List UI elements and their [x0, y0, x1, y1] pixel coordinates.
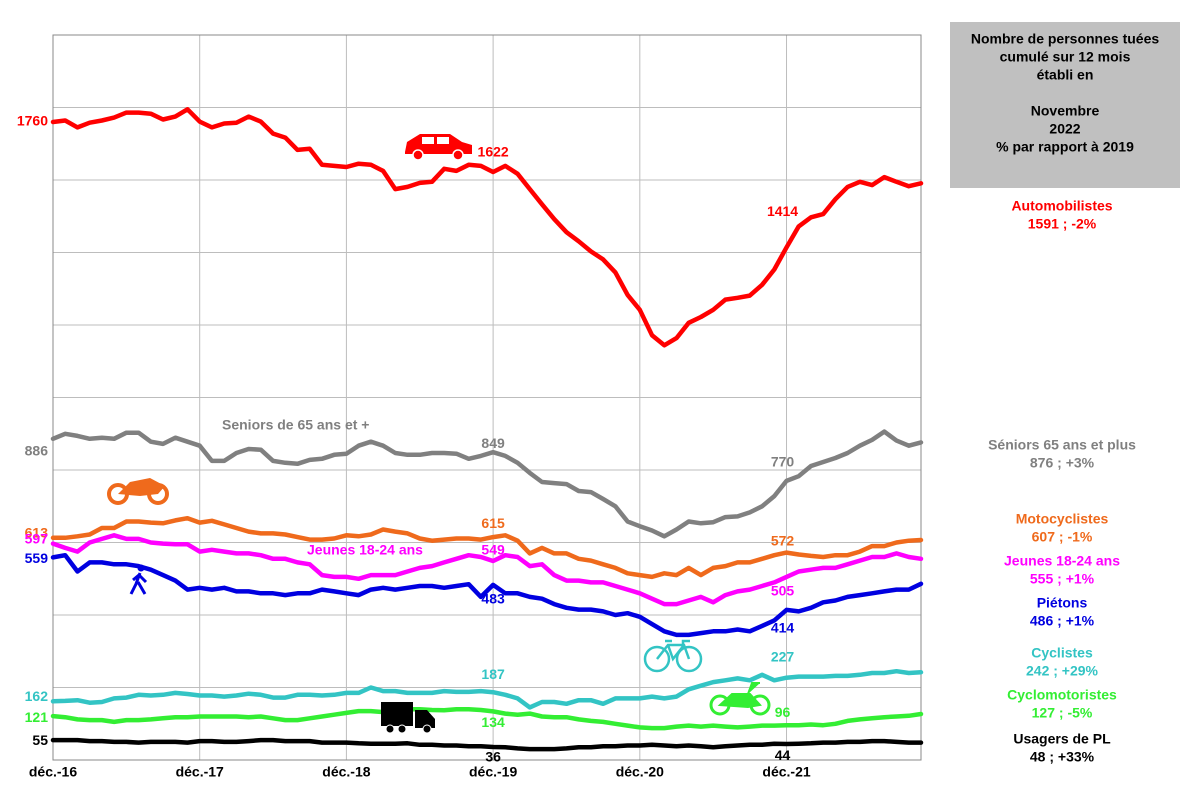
motorcycle-icon	[107, 478, 169, 505]
annotation: Jeunes 18-24 ans	[307, 542, 423, 558]
data-label: 505	[771, 583, 795, 599]
pedestrian-icon	[129, 564, 148, 595]
legend-summary: 555 ; +1%	[1030, 571, 1095, 587]
labels: déc.-16 déc.-17 déc.-18 déc.-19 déc.-20 déc.-…	[17, 113, 1136, 780]
legend-label: Séniors 65 ans et plus	[988, 437, 1136, 453]
info-text: cumulé sur 12 mois	[1000, 49, 1131, 65]
legend-label: Cyclomotoristes	[1007, 687, 1117, 703]
info-text: 2022	[1049, 121, 1080, 137]
data-label: 162	[25, 688, 49, 704]
truck-icon	[381, 702, 435, 734]
info-text: Nombre de personnes tuées	[971, 31, 1159, 47]
data-label: 886	[25, 443, 49, 459]
car-icon	[405, 134, 472, 161]
legend-summary: 48 ; +33%	[1030, 749, 1095, 765]
data-label: 770	[771, 454, 795, 470]
x-tick-label: déc.-17	[176, 764, 224, 780]
data-label: 1760	[17, 113, 48, 129]
legend-label: Cyclistes	[1031, 645, 1093, 661]
legend-summary: 1591 ; -2%	[1028, 216, 1097, 232]
data-label: 55	[32, 732, 48, 748]
annotation: Seniors de 65 ans et +	[222, 417, 369, 433]
data-label: 549	[481, 542, 505, 558]
legend-summary: 127 ; -5%	[1032, 705, 1093, 721]
data-label: 597	[25, 530, 49, 546]
series-line	[50, 515, 924, 580]
legend-label: Piétons	[1037, 595, 1088, 611]
series-line	[50, 533, 924, 607]
grid	[52, 34, 922, 761]
data-label: 44	[775, 747, 791, 763]
bicycle-icon	[643, 639, 703, 673]
x-tick-label: déc.-16	[29, 764, 77, 780]
data-label: 227	[771, 648, 795, 664]
data-label: 96	[775, 704, 791, 720]
data-label: 1622	[478, 144, 509, 160]
info-text: % par rapport à 2019	[996, 139, 1134, 155]
series-line	[50, 737, 924, 752]
legend-label: Jeunes 18-24 ans	[1004, 553, 1120, 569]
x-tick-label: déc.-18	[322, 764, 370, 780]
series-line	[50, 552, 924, 638]
data-label: 134	[481, 714, 505, 730]
moped-icon	[709, 682, 771, 716]
info-text: établi en	[1037, 67, 1094, 83]
data-label: 121	[25, 709, 49, 725]
data-label: 849	[481, 435, 505, 451]
data-label: 572	[771, 532, 795, 548]
legend-summary: 876 ; +3%	[1030, 455, 1095, 471]
legend-summary: 486 ; +1%	[1030, 613, 1095, 629]
legend-label: Usagers de PL	[1013, 731, 1111, 747]
data-label: 483	[481, 591, 505, 607]
legend-summary: 607 ; -1%	[1032, 529, 1093, 545]
data-label: 36	[485, 749, 501, 765]
plot-frame	[52, 34, 922, 761]
x-tick-label: déc.-19	[469, 764, 517, 780]
data-label: 559	[25, 550, 49, 566]
legend-label: Automobilistes	[1011, 198, 1112, 214]
series-line	[50, 429, 924, 539]
x-tick-label: déc.-20	[616, 764, 664, 780]
info-box	[950, 22, 1180, 188]
info-text: Novembre	[1031, 103, 1100, 119]
series-line	[50, 707, 924, 731]
data-label: 414	[771, 620, 795, 636]
data-label: 187	[481, 666, 505, 682]
data-label: 613	[25, 524, 49, 540]
icons	[107, 134, 771, 734]
data-label: 1414	[767, 203, 798, 219]
lines	[50, 107, 924, 752]
series-line	[50, 668, 924, 710]
legend-label: Motocyclistes	[1016, 511, 1109, 527]
series-line	[50, 107, 924, 348]
legend-summary: 242 ; +29%	[1026, 663, 1099, 679]
x-tick-label: déc.-21	[762, 764, 810, 780]
data-label: 615	[481, 515, 505, 531]
